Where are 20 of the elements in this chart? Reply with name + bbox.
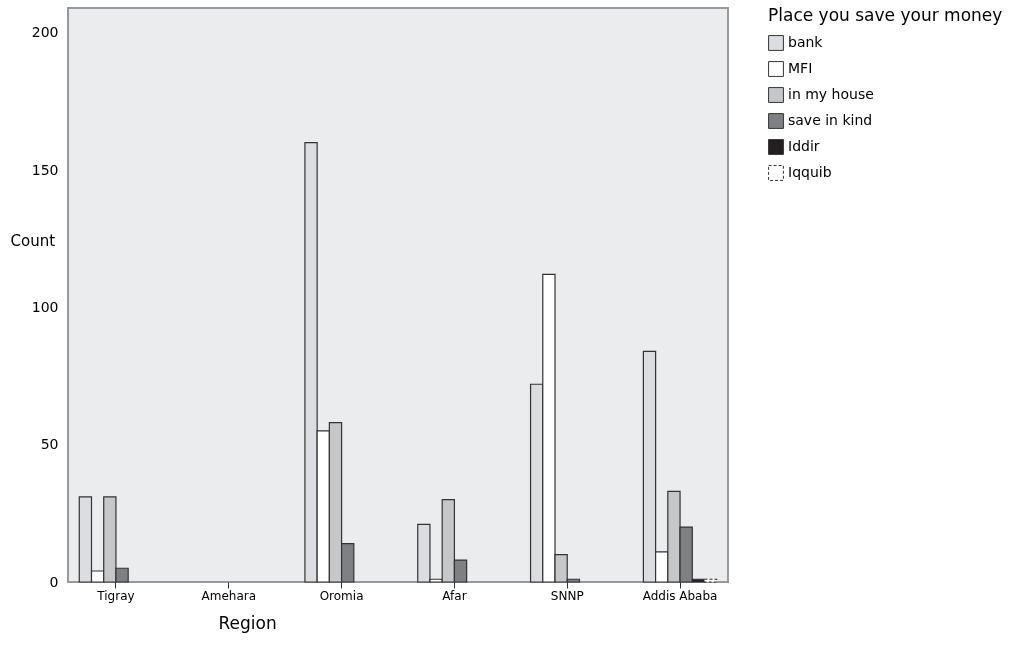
x-tick-label: Addis Ababa [642,588,718,603]
x-tick-label: SNNP [550,588,584,603]
legend-label: MFI [788,60,813,76]
x-tick-label: Afar [442,588,467,603]
y-axis-title: Count [10,231,56,250]
y-tick-label: 200 [31,24,59,41]
y-tick-label: 0 [49,573,59,590]
y-tick-label: 100 [31,298,59,315]
x-tick-label: Tigray [96,588,135,603]
x-tick-label: Amehara [201,588,257,603]
legend-label: save in kind [788,112,873,128]
x-axis-title: Region [218,612,277,633]
legend-label: Iddir [788,138,820,154]
legend-title: Place you save your money [768,5,1003,25]
x-tick-label: Oromia [319,588,364,603]
y-tick-label: 50 [40,436,59,453]
legend-label: bank [788,34,824,50]
legend-label: Iqquib [788,164,832,180]
y-tick-label: 150 [31,161,59,178]
legend-label: in my house [788,86,874,102]
